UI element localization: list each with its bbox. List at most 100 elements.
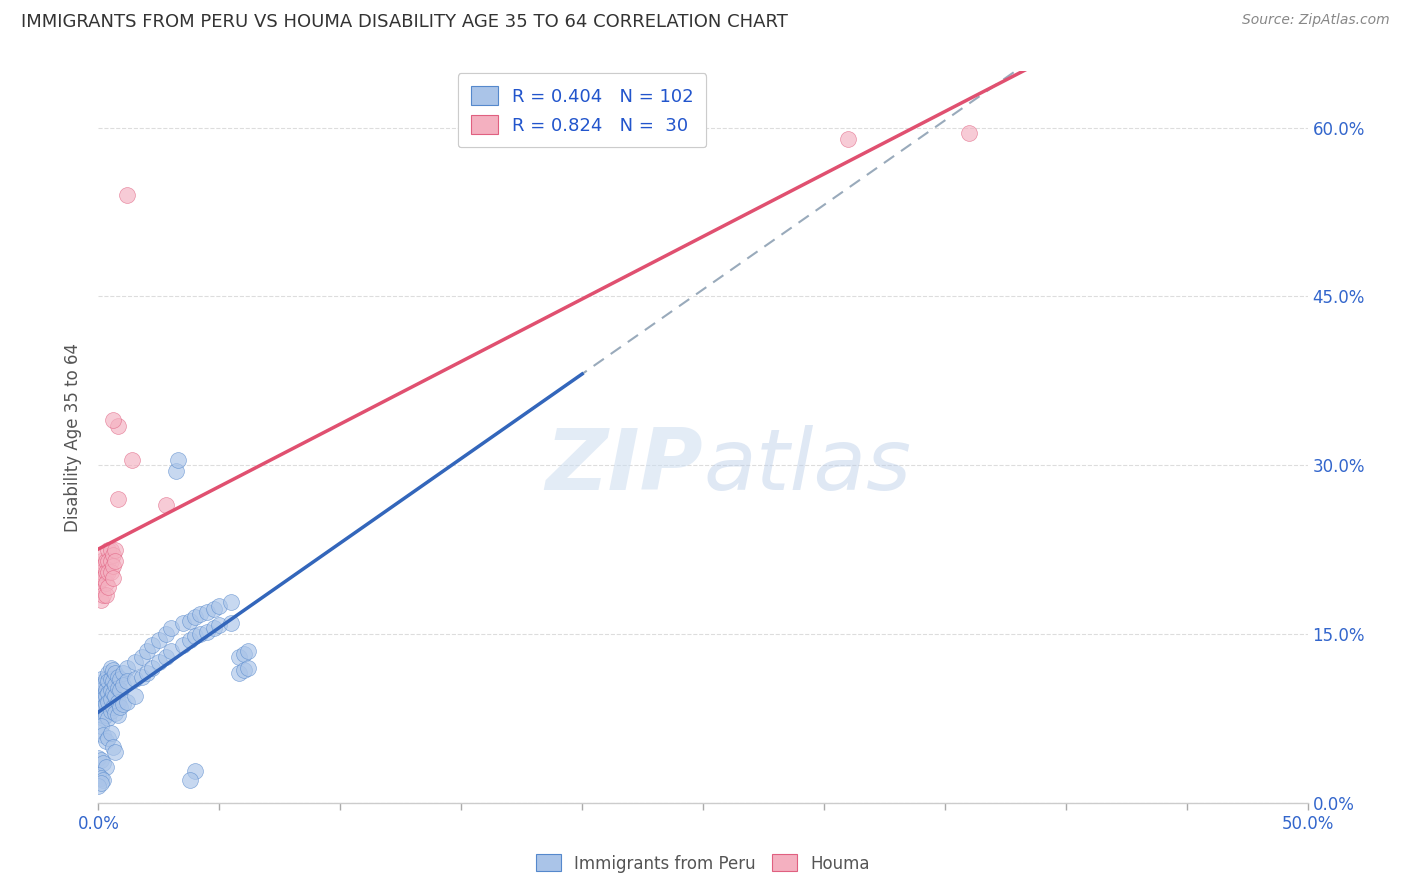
Point xyxy=(91,548,114,562)
Point xyxy=(90,704,112,718)
Text: Source: ZipAtlas.com: Source: ZipAtlas.com xyxy=(1241,13,1389,28)
Point xyxy=(160,621,183,635)
Point xyxy=(90,753,112,767)
Point xyxy=(90,565,112,579)
Point xyxy=(90,672,112,686)
Point xyxy=(195,624,218,639)
Point xyxy=(117,674,139,689)
Point xyxy=(90,775,112,789)
Text: IMMIGRANTS FROM PERU VS HOUMA DISABILITY AGE 35 TO 64 CORRELATION CHART: IMMIGRANTS FROM PERU VS HOUMA DISABILITY… xyxy=(21,13,787,31)
Point xyxy=(221,615,243,630)
Point xyxy=(87,700,110,714)
Point xyxy=(117,188,139,202)
Point xyxy=(160,644,183,658)
Point xyxy=(97,542,120,557)
Point xyxy=(141,638,163,652)
Point xyxy=(232,647,254,661)
Point xyxy=(107,670,129,684)
Point xyxy=(87,723,110,737)
Point xyxy=(155,627,177,641)
Point xyxy=(97,554,120,568)
Point xyxy=(107,708,129,723)
Point xyxy=(94,565,117,579)
Point xyxy=(91,773,114,788)
Point xyxy=(91,711,114,725)
Point xyxy=(108,683,131,698)
Point xyxy=(87,689,110,703)
Point xyxy=(107,418,129,433)
Point xyxy=(91,756,114,771)
Point xyxy=(232,663,254,677)
Legend: Immigrants from Peru, Houma: Immigrants from Peru, Houma xyxy=(529,847,877,880)
Point xyxy=(101,663,124,677)
Point xyxy=(91,571,114,585)
Point xyxy=(124,689,146,703)
Point xyxy=(100,726,122,740)
Point xyxy=(91,692,114,706)
Point xyxy=(204,621,226,635)
Point xyxy=(238,661,260,675)
Point xyxy=(94,672,117,686)
Point xyxy=(179,773,201,788)
Point xyxy=(107,681,129,695)
Point xyxy=(100,683,122,698)
Point xyxy=(107,491,129,506)
Point xyxy=(228,666,250,681)
Point xyxy=(204,602,226,616)
Point xyxy=(184,629,207,643)
Point xyxy=(100,672,122,686)
Point xyxy=(97,580,120,594)
Point xyxy=(97,694,120,708)
Point xyxy=(90,697,112,711)
Point xyxy=(87,576,110,591)
Point xyxy=(167,452,190,467)
Point xyxy=(104,745,127,759)
Point xyxy=(172,638,194,652)
Point xyxy=(101,674,124,689)
Point xyxy=(94,734,117,748)
Point xyxy=(87,571,110,585)
Point xyxy=(91,728,114,742)
Point xyxy=(90,719,112,733)
Point xyxy=(97,731,120,745)
Point xyxy=(101,548,124,562)
Point xyxy=(94,554,117,568)
Point xyxy=(179,614,201,628)
Point xyxy=(91,689,114,703)
Point xyxy=(100,554,122,568)
Point xyxy=(101,571,124,585)
Point xyxy=(100,704,122,718)
Point xyxy=(131,670,153,684)
Point xyxy=(179,632,201,647)
Point xyxy=(94,683,117,698)
Legend: R = 0.404   N = 102, R = 0.824   N =  30: R = 0.404 N = 102, R = 0.824 N = 30 xyxy=(458,73,706,147)
Point xyxy=(100,542,122,557)
Point xyxy=(121,452,143,467)
Point xyxy=(208,599,231,613)
Point xyxy=(108,700,131,714)
Point xyxy=(91,678,114,692)
Point xyxy=(111,697,134,711)
Point xyxy=(91,700,114,714)
Point xyxy=(108,672,131,686)
Point xyxy=(135,666,157,681)
Point xyxy=(221,595,243,609)
Point xyxy=(94,760,117,774)
Point xyxy=(101,413,124,427)
Point xyxy=(107,694,129,708)
Point xyxy=(94,708,117,723)
Point xyxy=(228,649,250,664)
Point xyxy=(90,683,112,698)
Point xyxy=(94,588,117,602)
Point xyxy=(184,610,207,624)
Point xyxy=(165,464,187,478)
Point xyxy=(101,739,124,754)
Text: atlas: atlas xyxy=(703,425,911,508)
Point xyxy=(87,694,110,708)
Point xyxy=(195,605,218,619)
Point xyxy=(87,779,110,793)
Y-axis label: Disability Age 35 to 64: Disability Age 35 to 64 xyxy=(65,343,83,532)
Point xyxy=(188,627,211,641)
Point xyxy=(87,582,110,596)
Point xyxy=(104,689,127,703)
